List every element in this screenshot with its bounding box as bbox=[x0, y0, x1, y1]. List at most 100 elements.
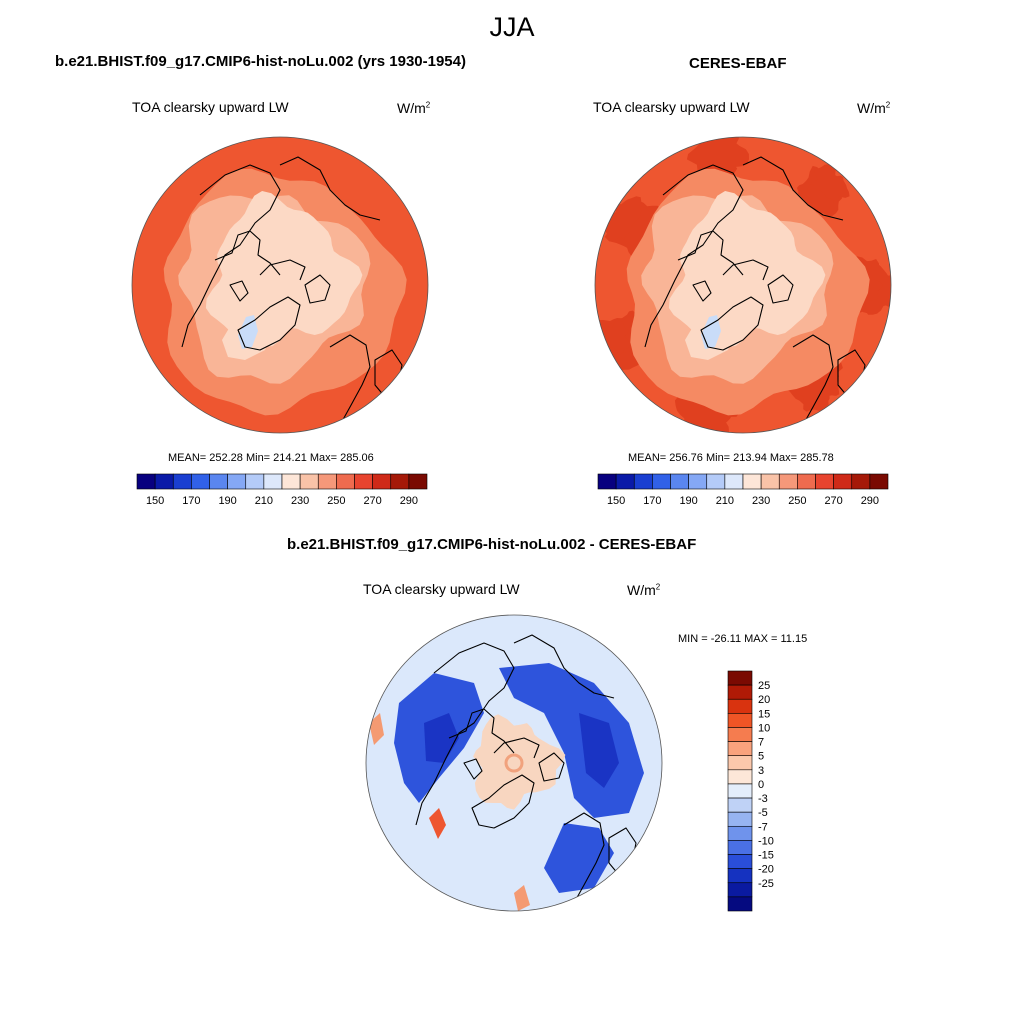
coastline bbox=[792, 334, 834, 426]
colorbar-swatch bbox=[727, 783, 753, 799]
colorbar-tick-label: 230 bbox=[291, 495, 309, 507]
model-panel-title: b.e21.BHIST.f09_g17.CMIP6-hist-noLu.002 … bbox=[55, 53, 466, 70]
obs-polar-map bbox=[594, 136, 892, 434]
coastline bbox=[644, 164, 744, 348]
colorbar-tick-label: 25 bbox=[758, 680, 770, 692]
diff-panel-title: b.e21.BHIST.f09_g17.CMIP6-hist-noLu.002 … bbox=[287, 536, 697, 553]
map-boundary bbox=[594, 136, 892, 434]
colorbar-tick-label: 170 bbox=[182, 495, 200, 507]
colorbar-swatch bbox=[354, 473, 373, 490]
map-boundary bbox=[131, 136, 429, 434]
colorbar-tick-label: 210 bbox=[255, 495, 273, 507]
coastline bbox=[742, 156, 844, 221]
colorbar-swatch bbox=[172, 473, 192, 490]
colorbar-tick-label: -5 bbox=[758, 807, 768, 819]
colorbar-tick-label: 210 bbox=[716, 495, 734, 507]
coastline bbox=[493, 737, 540, 759]
colorbar-swatch bbox=[727, 698, 753, 714]
colorbar-swatch bbox=[299, 473, 319, 490]
colorbar-tick-label: 290 bbox=[400, 495, 418, 507]
colorbar-tick-label: 270 bbox=[824, 495, 842, 507]
colorbar-tick-label: 230 bbox=[752, 495, 770, 507]
colorbar-swatch bbox=[727, 797, 753, 813]
positive-edge-patch bbox=[514, 885, 530, 911]
colorbar-tick-label: -25 bbox=[758, 878, 774, 890]
colorbar-tick-label: 250 bbox=[327, 495, 345, 507]
colorbar-tick-label: 15 bbox=[758, 708, 770, 720]
coastline bbox=[677, 230, 744, 276]
coastline bbox=[237, 296, 301, 351]
model-stats: MEAN= 252.28 Min= 214.21 Max= 285.06 bbox=[168, 452, 374, 464]
diff-polar-map bbox=[365, 614, 663, 912]
colorbar-swatch bbox=[597, 473, 617, 490]
colorbar-tick-label: 150 bbox=[607, 495, 625, 507]
colorbar-swatch bbox=[154, 473, 174, 490]
colorbar-swatch bbox=[851, 473, 871, 490]
colorbar-tick-label: 10 bbox=[758, 722, 770, 734]
colorbar-swatch bbox=[727, 670, 753, 686]
colorbar-swatch bbox=[209, 473, 228, 490]
map-field bbox=[595, 137, 891, 433]
colorbar-tick-label: 150 bbox=[146, 495, 164, 507]
coastline bbox=[448, 708, 515, 754]
colorbar-tick-label: 270 bbox=[363, 495, 381, 507]
colorbar-swatch bbox=[317, 473, 337, 490]
colorbar-tick-label: 190 bbox=[218, 495, 236, 507]
diff-variable-label: TOA clearsky upward LW bbox=[363, 581, 520, 597]
colorbar-tick-label: 7 bbox=[758, 737, 764, 749]
colorbar-tick-label: 290 bbox=[861, 495, 879, 507]
colorbar-swatch bbox=[727, 684, 753, 700]
diff-units-label: W/m2 bbox=[627, 582, 661, 598]
coastline bbox=[304, 274, 331, 304]
coastline bbox=[563, 812, 605, 904]
coastline bbox=[329, 334, 371, 426]
coastline bbox=[767, 274, 794, 304]
colorbar-swatch bbox=[727, 769, 753, 785]
colorbar-swatch bbox=[372, 473, 392, 490]
colorbar-swatch bbox=[724, 473, 744, 490]
coastline bbox=[700, 296, 764, 351]
colorbar-swatch bbox=[742, 473, 762, 490]
colorbar-swatch bbox=[263, 473, 283, 490]
positive-edge-patch bbox=[369, 713, 384, 745]
colorbar-swatch bbox=[727, 868, 753, 884]
coastline bbox=[471, 774, 535, 829]
colorbar-swatch bbox=[833, 473, 853, 490]
map-field bbox=[132, 137, 428, 433]
colorbar-swatch bbox=[652, 473, 671, 490]
colorbar-swatch bbox=[688, 473, 708, 490]
colorbar-tick-label: 170 bbox=[643, 495, 661, 507]
coastline bbox=[538, 752, 565, 782]
colorbar-tick-label: -20 bbox=[758, 864, 774, 876]
model-colorbar: 150 170 190 210 230 250 270 290 bbox=[136, 473, 428, 507]
model-variable-label: TOA clearsky upward LW bbox=[132, 99, 289, 115]
colorbar-swatch bbox=[727, 882, 753, 898]
colorbar-tick-label: 5 bbox=[758, 751, 764, 763]
obs-colorbar: 150 170 190 210 230 250 270 290 bbox=[597, 473, 889, 507]
colorbar-swatch bbox=[227, 473, 247, 490]
coastline bbox=[513, 634, 615, 699]
colorbar-tick-label: 20 bbox=[758, 694, 770, 706]
colorbar-swatch bbox=[727, 755, 753, 771]
colorbar-swatch bbox=[760, 473, 780, 490]
strong-negative-region bbox=[579, 713, 619, 788]
coastline bbox=[229, 280, 249, 302]
colorbar-tick-label: -7 bbox=[758, 821, 768, 833]
colorbar-tick-label: -3 bbox=[758, 793, 768, 805]
positive-greenland-patch bbox=[429, 808, 446, 839]
colorbar-tick-label: 190 bbox=[679, 495, 697, 507]
diff-stats: MIN = -26.11 MAX = 11.15 bbox=[678, 633, 808, 645]
colorbar-swatch bbox=[336, 473, 355, 490]
coastline bbox=[279, 156, 381, 221]
map-field bbox=[366, 615, 662, 911]
colorbar-swatch bbox=[245, 473, 265, 490]
diff-colorbar: 25 20 15 10 7 5 3 0 -3 -5 -7 -10 -15 -20 -25 bbox=[727, 670, 774, 912]
colorbar-swatch bbox=[869, 473, 889, 490]
coastline bbox=[181, 164, 281, 348]
coastline bbox=[415, 642, 515, 826]
negative-europe-region bbox=[544, 823, 614, 893]
colorbar-swatch bbox=[727, 741, 753, 757]
model-units-label: W/m2 bbox=[397, 100, 431, 116]
model-polar-map bbox=[131, 136, 429, 434]
obs-stats: MEAN= 256.76 Min= 213.94 Max= 285.78 bbox=[628, 452, 834, 464]
